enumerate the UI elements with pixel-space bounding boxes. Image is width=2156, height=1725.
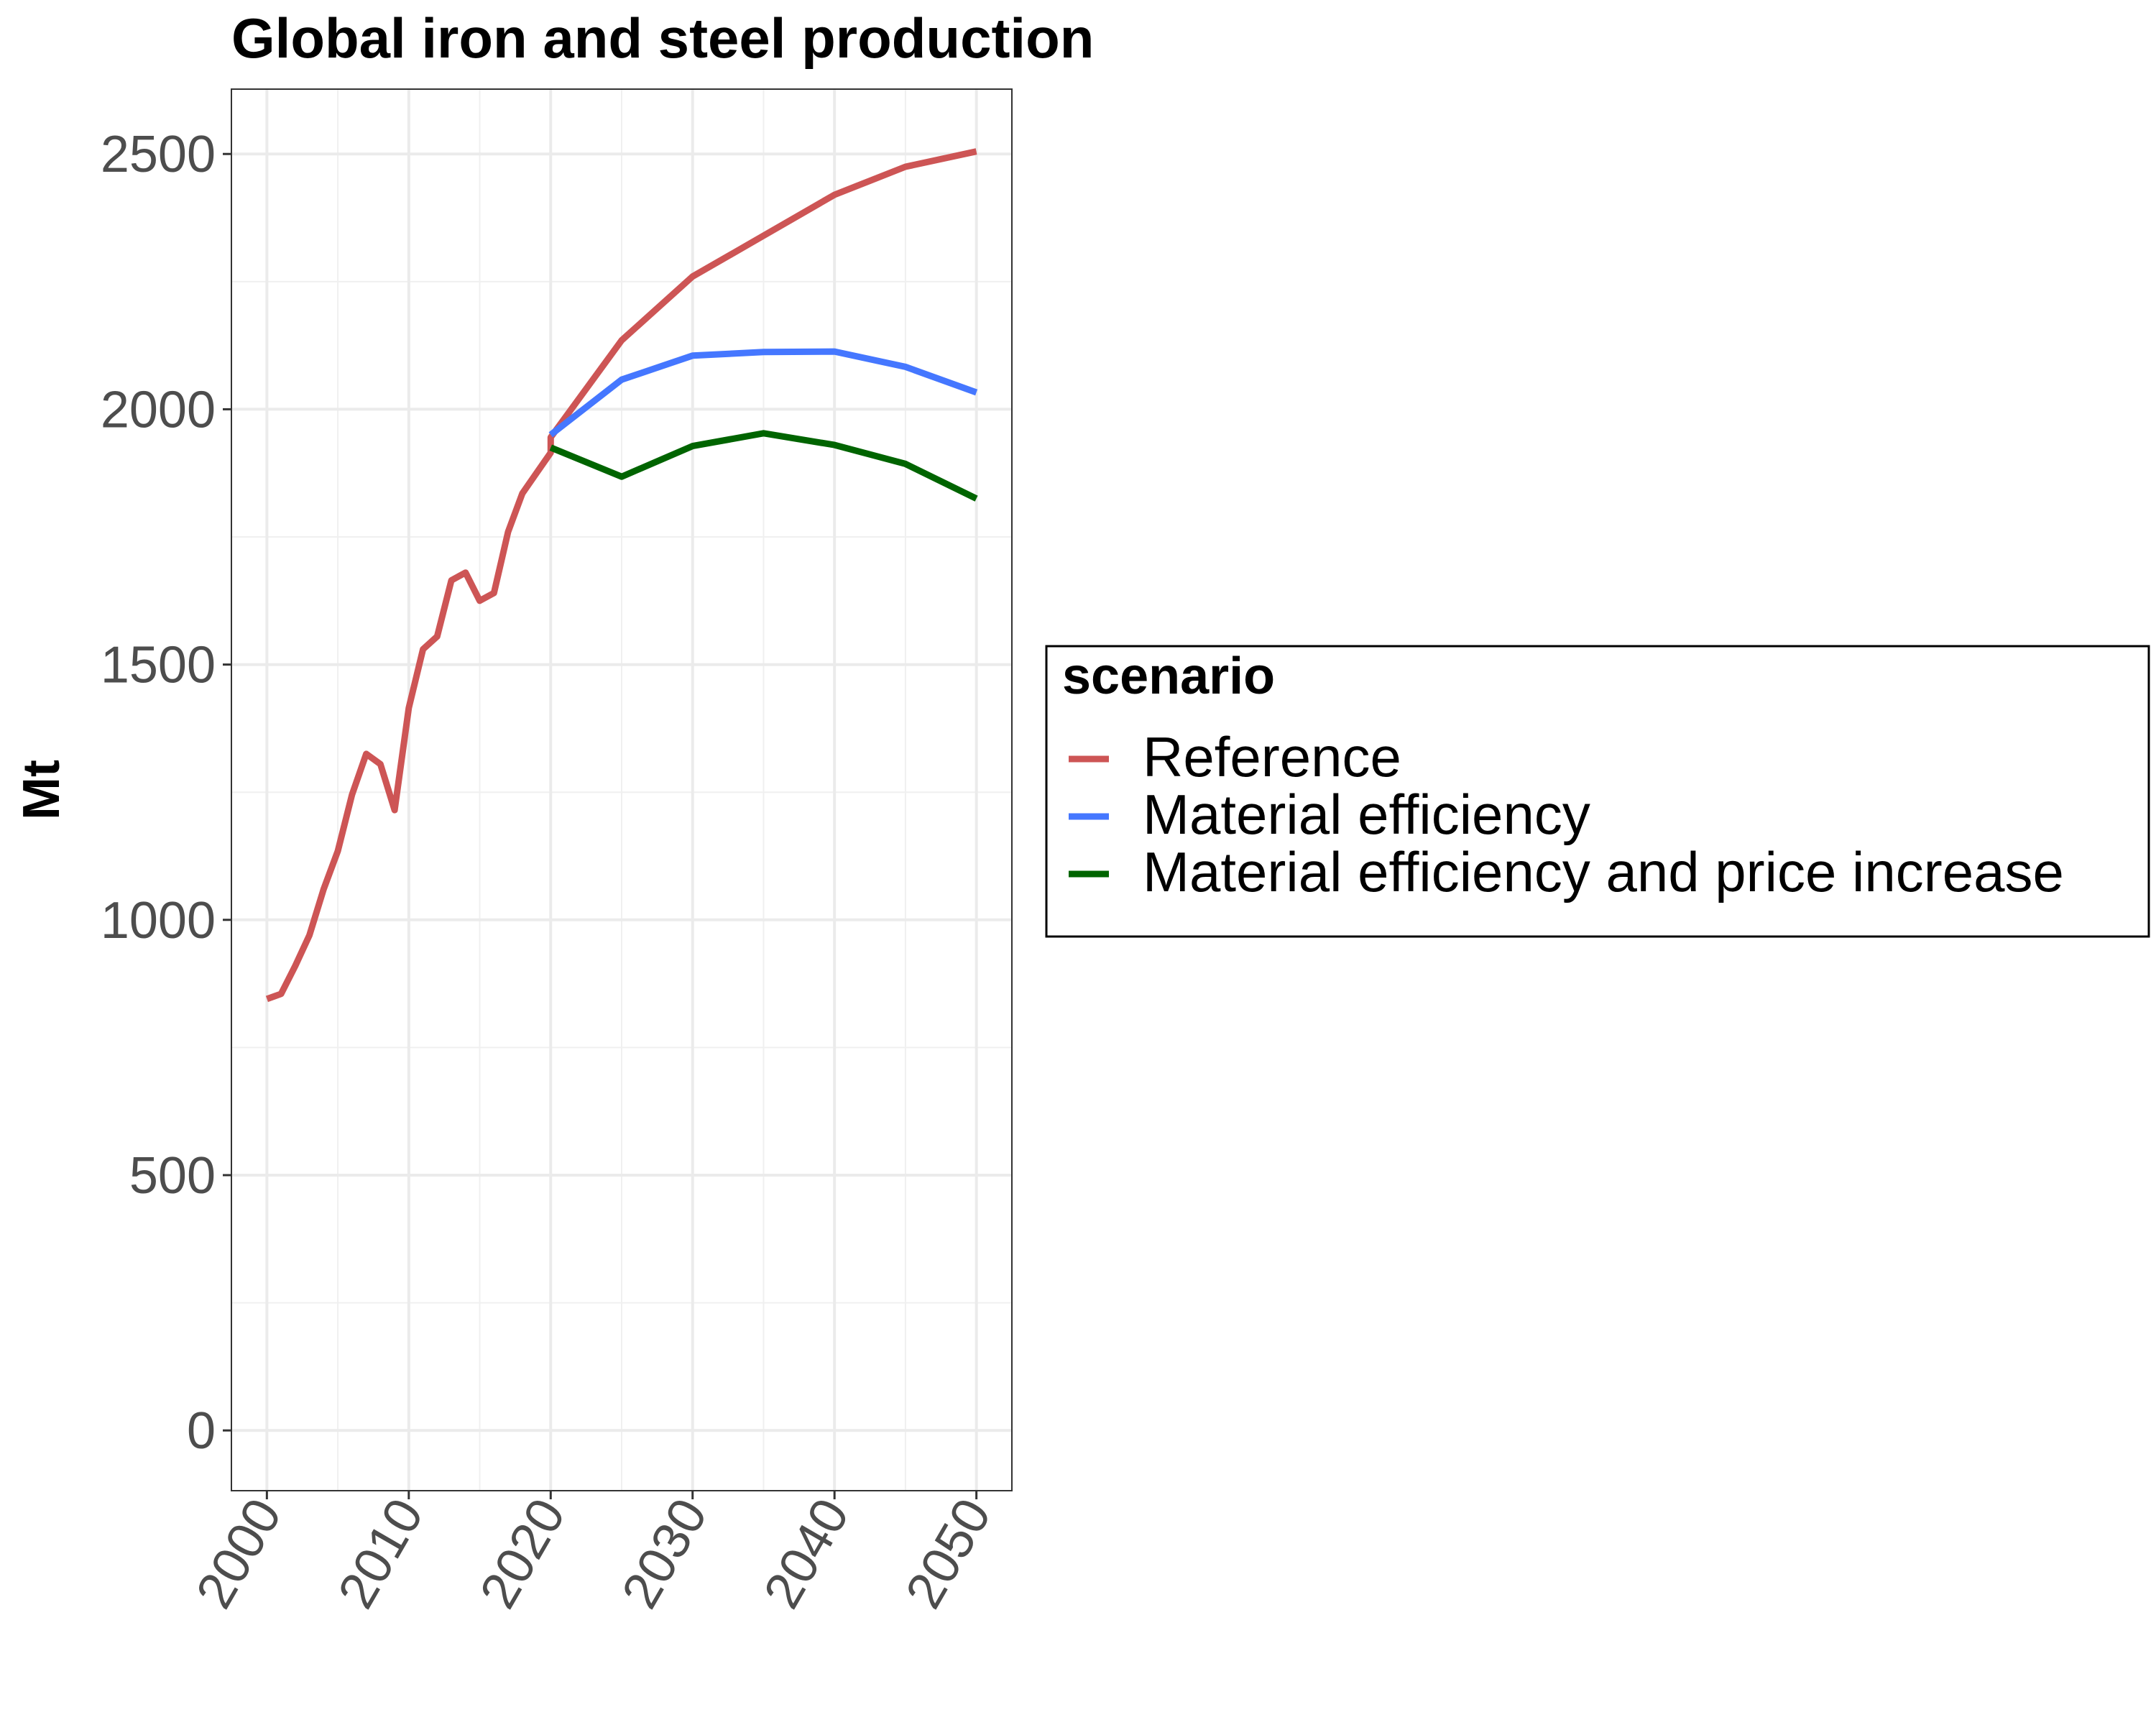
legend-title: scenario xyxy=(1062,648,1275,705)
legend-label: Material efficiency and price increase xyxy=(1143,840,2064,903)
y-tick-label: 500 xyxy=(129,1147,216,1205)
minor-gridlines xyxy=(231,89,1012,1491)
major-gridlines xyxy=(231,89,1012,1491)
x-tick-label: 2030 xyxy=(611,1489,718,1618)
x-tick-label: 2010 xyxy=(327,1489,434,1618)
x-tick-label: 2020 xyxy=(469,1489,576,1618)
legend-label: Reference xyxy=(1143,725,1401,788)
y-tick-label: 1500 xyxy=(101,637,216,694)
x-tick-label: 2000 xyxy=(185,1489,292,1618)
plot-border xyxy=(231,88,1013,1491)
x-tick-label: 2040 xyxy=(753,1489,860,1618)
series-lines xyxy=(265,148,978,1003)
legend-label: Material efficiency xyxy=(1143,783,1590,846)
y-tick-label: 2500 xyxy=(101,126,216,183)
chart-title: Global iron and steel production xyxy=(231,6,1094,70)
legend-box xyxy=(1045,645,2150,938)
y-axis-label: Mt xyxy=(13,760,70,820)
plot-area xyxy=(231,88,1013,1491)
x-tick-label: 2050 xyxy=(895,1489,1002,1618)
series-line-material-efficiency-and-price-increase xyxy=(549,430,978,502)
y-tick-label: 1000 xyxy=(101,892,216,949)
y-tick-label: 0 xyxy=(187,1402,216,1460)
series-line-material-efficiency xyxy=(548,348,978,438)
x-axis: 2000 2010 2020 2030 2040 2050 xyxy=(185,1489,1003,1618)
y-tick-label: 2000 xyxy=(101,381,216,438)
series-line-reference xyxy=(265,148,977,1003)
y-axis: 0 500 1000 1500 2000 2500 xyxy=(101,126,231,1460)
